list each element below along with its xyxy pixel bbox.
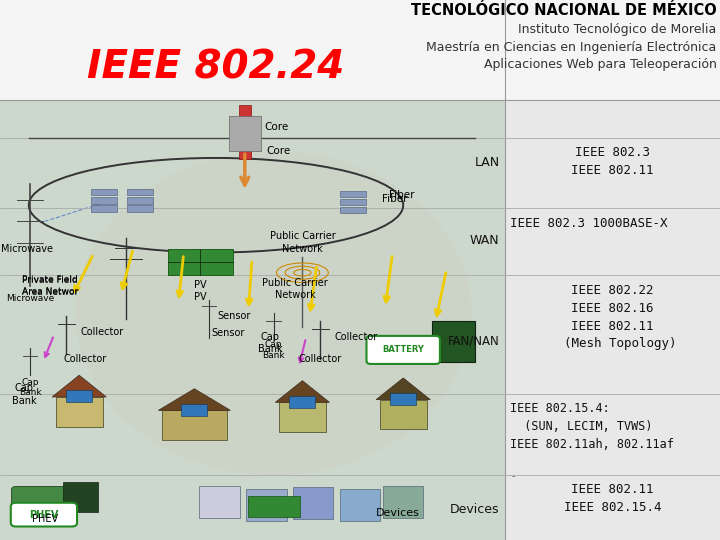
Text: Collector: Collector [335,333,378,342]
Bar [0,100,505,540]
Polygon shape [275,381,330,402]
Text: Sensor: Sensor [211,328,244,338]
Text: Core: Core [266,146,291,156]
Text: IEEE 802.11
IEEE 802.15.4: IEEE 802.11 IEEE 802.15.4 [564,483,662,514]
Text: Private Field
Area Networ: Private Field Area Networ [22,276,78,296]
Text: Private Field
Area Networ: Private Field Area Networ [22,275,78,295]
Bar [91,189,117,195]
Bar [66,390,92,402]
Polygon shape [158,389,230,410]
Text: PV: PV [194,292,207,302]
Text: LAN: LAN [474,156,500,168]
Bar [340,191,366,197]
Text: Core: Core [264,122,289,132]
Bar [0,0,720,100]
Text: FAN/NAN: FAN/NAN [448,335,500,348]
Text: Microwave: Microwave [6,294,55,303]
Text: Cap
Bank: Cap Bank [19,378,42,397]
Text: Collector: Collector [81,327,124,337]
Bar [181,404,207,416]
Text: Devices: Devices [376,508,420,518]
Bar [127,197,153,204]
Bar [248,496,300,517]
Bar [383,486,423,518]
Text: PV: PV [194,280,207,291]
Text: IEEE 802.22
IEEE 802.16
IEEE 802.11
  (Mesh Topology): IEEE 802.22 IEEE 802.16 IEEE 802.11 (Mes… [549,284,677,350]
Bar [91,205,117,212]
Text: IEEE 802.3
IEEE 802.11: IEEE 802.3 IEEE 802.11 [572,146,654,177]
Text: IEEE 802.15.4:
  (SUN, LECIM, TVWS)
IEEE 802.11ah, 802.11af: IEEE 802.15.4: (SUN, LECIM, TVWS) IEEE 8… [510,402,674,451]
Bar [340,207,366,213]
Text: Public Carrier
Network: Public Carrier Network [269,232,336,254]
Text: PHEV: PHEV [32,514,58,524]
Bar [162,410,227,440]
Text: Instituto Tecnológico de Morelia: Instituto Tecnológico de Morelia [518,23,716,36]
FancyBboxPatch shape [366,336,440,364]
Text: WAN: WAN [470,234,500,247]
Bar [279,402,325,432]
Bar [199,486,240,518]
Text: Microwave: Microwave [1,244,53,254]
Bar [91,197,117,204]
Bar [168,249,233,275]
Text: BATTERY: BATTERY [382,346,424,354]
Text: PHEV: PHEV [30,510,58,519]
Text: Maestría en Ciencias en Ingeniería Electrónica: Maestría en Ciencias en Ingeniería Elect… [426,40,716,53]
FancyBboxPatch shape [11,503,77,526]
Bar [127,205,153,212]
Bar [505,100,720,540]
Bar [340,489,380,521]
Bar [63,482,98,512]
Bar [127,189,153,195]
Ellipse shape [76,151,472,475]
Polygon shape [52,375,107,397]
Text: IEEE 802.24: IEEE 802.24 [87,49,345,86]
Text: Collector: Collector [63,354,107,364]
Text: Sensor: Sensor [217,311,251,321]
Text: Collector: Collector [299,354,342,364]
Text: Fiber: Fiber [382,194,407,205]
Text: TECNOLÓGICO NACIONAL DE MÉXICO: TECNOLÓGICO NACIONAL DE MÉXICO [410,3,716,18]
Bar [246,489,287,521]
Text: Fiber: Fiber [389,191,414,200]
Text: Devices: Devices [450,503,500,516]
FancyBboxPatch shape [12,487,67,508]
Bar [293,487,333,519]
Bar [56,397,103,427]
Text: Cap
Bank: Cap Bank [262,340,285,360]
Text: Aplicaciones Web para Teleoperación: Aplicaciones Web para Teleoperación [484,58,716,71]
Text: Cap
Bank: Cap Bank [12,383,37,406]
Bar [380,400,426,429]
Bar [239,105,251,159]
Text: IEEE 802.3 1000BASE-X: IEEE 802.3 1000BASE-X [510,217,667,230]
Bar [289,396,315,408]
Text: Public Carrier
Network: Public Carrier Network [262,278,328,300]
Text: Cap
Bank: Cap Bank [258,332,282,354]
Text: -: - [511,471,515,481]
Bar [229,116,261,151]
Bar [390,393,416,405]
Polygon shape [377,378,431,400]
Bar [432,321,475,362]
Bar [340,199,366,205]
